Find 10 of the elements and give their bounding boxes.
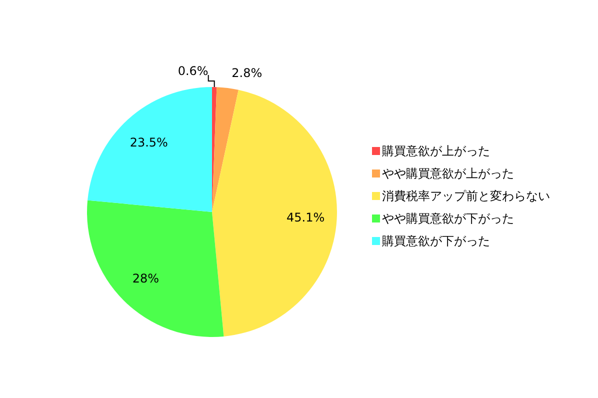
data-label: 45.1% <box>286 210 325 225</box>
legend-label: やや購買意欲が上がった <box>382 166 514 180</box>
data-label: 0.6% <box>178 64 208 78</box>
data-label: 28% <box>132 271 160 286</box>
data-label: 23.5% <box>130 136 168 150</box>
legend-label: やや購買意欲が下がった <box>382 212 514 226</box>
legend-label: 購買意欲が上がった <box>382 144 490 158</box>
data-label: 2.8% <box>232 66 262 80</box>
legend-label: 消費税率アップ前と変わらない <box>382 189 550 203</box>
legend-label: 購買意欲が下がった <box>382 234 490 248</box>
